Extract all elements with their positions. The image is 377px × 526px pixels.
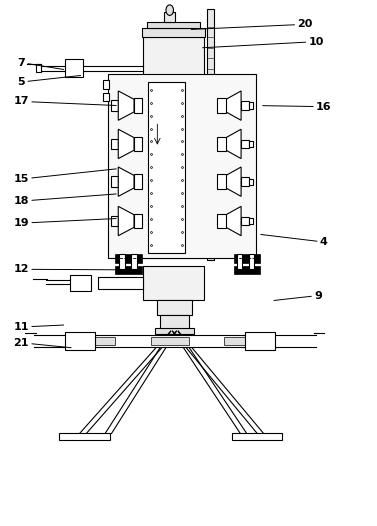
- Bar: [249, 103, 253, 109]
- Bar: [64, 332, 95, 350]
- Polygon shape: [118, 206, 134, 236]
- Bar: [232, 433, 282, 440]
- Bar: [151, 337, 188, 346]
- Bar: [132, 254, 137, 269]
- Bar: [70, 275, 91, 291]
- Bar: [249, 178, 253, 185]
- Text: 4: 4: [261, 235, 328, 247]
- Bar: [217, 137, 226, 151]
- Bar: [241, 140, 249, 148]
- Bar: [217, 214, 226, 228]
- Bar: [95, 337, 115, 346]
- Text: 15: 15: [14, 169, 116, 184]
- Bar: [237, 254, 242, 269]
- Text: 17: 17: [14, 96, 116, 106]
- Bar: [59, 433, 110, 440]
- Bar: [234, 266, 260, 274]
- Text: 5: 5: [18, 76, 81, 87]
- Polygon shape: [226, 206, 241, 236]
- Text: 7: 7: [17, 58, 64, 69]
- Bar: [217, 98, 226, 113]
- Bar: [249, 218, 253, 224]
- Bar: [112, 100, 118, 111]
- Bar: [95, 336, 245, 347]
- Bar: [115, 266, 141, 274]
- Bar: [249, 141, 253, 147]
- Text: 21: 21: [14, 338, 71, 348]
- Bar: [217, 174, 226, 189]
- Polygon shape: [226, 91, 241, 120]
- Text: 18: 18: [14, 194, 116, 206]
- Bar: [207, 8, 214, 260]
- Text: 16: 16: [263, 102, 331, 112]
- Text: 20: 20: [191, 19, 313, 29]
- Bar: [112, 216, 118, 226]
- Bar: [241, 177, 249, 186]
- Polygon shape: [118, 167, 134, 196]
- Circle shape: [166, 5, 173, 15]
- Bar: [143, 266, 204, 300]
- Bar: [160, 316, 188, 329]
- Bar: [134, 214, 141, 228]
- Bar: [103, 93, 109, 101]
- Bar: [108, 74, 256, 258]
- Bar: [134, 174, 141, 189]
- Bar: [119, 254, 125, 269]
- Bar: [248, 254, 254, 269]
- Text: 19: 19: [14, 218, 116, 228]
- Polygon shape: [226, 167, 241, 196]
- Bar: [141, 28, 205, 37]
- Bar: [36, 64, 41, 72]
- Bar: [245, 332, 275, 350]
- Bar: [234, 254, 260, 263]
- Bar: [148, 82, 185, 252]
- Bar: [115, 254, 141, 263]
- Bar: [112, 139, 118, 149]
- Text: 9: 9: [274, 290, 322, 300]
- Polygon shape: [226, 129, 241, 159]
- Bar: [134, 98, 141, 113]
- Bar: [224, 337, 245, 346]
- Polygon shape: [118, 129, 134, 159]
- Bar: [241, 102, 249, 110]
- Bar: [156, 300, 192, 316]
- Bar: [103, 80, 109, 89]
- Bar: [98, 277, 143, 289]
- Bar: [64, 59, 83, 77]
- Bar: [143, 37, 204, 258]
- Bar: [241, 217, 249, 225]
- Bar: [147, 22, 200, 28]
- Text: 12: 12: [14, 264, 122, 274]
- Bar: [164, 12, 175, 22]
- Polygon shape: [118, 91, 134, 120]
- Text: 11: 11: [14, 322, 64, 332]
- Bar: [112, 176, 118, 187]
- Text: 10: 10: [202, 37, 324, 48]
- Bar: [155, 328, 194, 334]
- Bar: [134, 137, 141, 151]
